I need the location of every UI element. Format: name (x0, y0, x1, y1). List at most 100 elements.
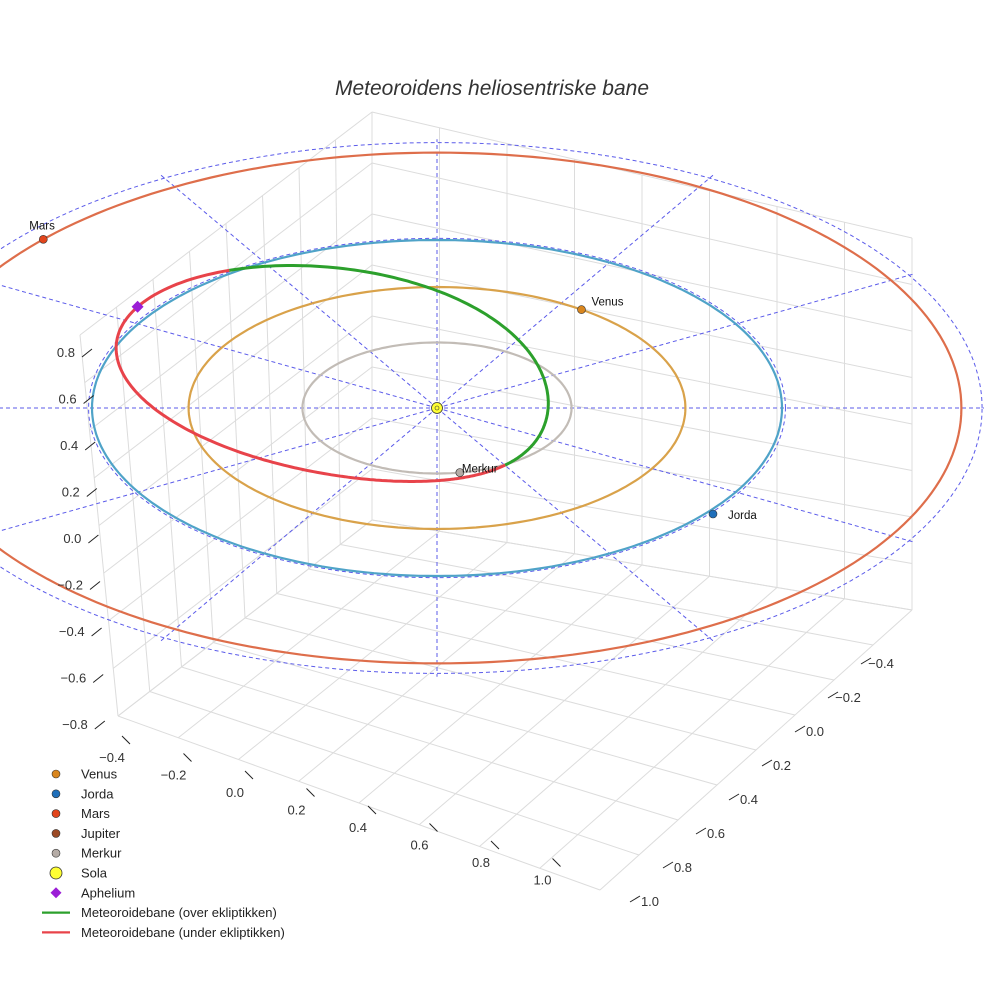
legend-circle-swatch (51, 769, 61, 779)
wall-grid-line (371, 315, 913, 425)
mars-marker (39, 235, 48, 244)
legend-label: Merkur (81, 846, 122, 861)
z-tick-label: −0.2 (57, 578, 83, 593)
venus-marker (577, 305, 586, 314)
x-tick-mark (121, 735, 131, 745)
wall-grid-line (262, 195, 278, 594)
y-tick-label: 0.0 (806, 724, 824, 739)
legend-label: Meteoroidebane (under ekliptikken) (81, 925, 285, 940)
venus-label: Venus (591, 297, 623, 309)
floor-grid-line (340, 544, 874, 646)
legend-label: Aphelium (81, 885, 135, 900)
z-tick-label: −0.6 (61, 671, 87, 686)
chart-title: Meteoroidens heliosentriske bane (335, 77, 649, 100)
x-tick-mark (367, 805, 377, 815)
y-tick-label: 0.4 (740, 792, 758, 807)
wall-grid-line (371, 264, 913, 378)
jorda-label: Jorda (728, 510, 757, 522)
orbit-jorda (90, 238, 784, 578)
x-tick-label: 0.2 (287, 803, 305, 818)
guide-ray (0, 284, 438, 409)
z-tick-mark (81, 348, 93, 358)
wall-grid-line (335, 139, 341, 545)
guide-ray (436, 273, 916, 409)
wall-grid-line (298, 167, 309, 570)
mars-label: Mars (29, 220, 55, 232)
z-tick-mark (88, 534, 99, 544)
y-tick-label: −0.4 (868, 656, 894, 671)
floor-grid-line (358, 564, 643, 804)
x-tick-label: 1.0 (533, 873, 551, 888)
legend-diamond-swatch (50, 887, 62, 899)
legend: Venus Jorda Mars Jupiter Merkur Sola Aphelium M… (42, 767, 285, 940)
z-tick-label: 0.4 (60, 438, 78, 453)
x-tick-mark (244, 770, 254, 780)
y-tick-label: 0.6 (707, 826, 725, 841)
legend-label: Jorda (81, 786, 114, 801)
z-tick-label: 0.0 (63, 531, 81, 546)
z-tick-label: 0.6 (59, 392, 77, 407)
guide-ray (436, 407, 916, 543)
z-tick-mark (84, 441, 96, 451)
jorda-marker (708, 509, 718, 519)
floor-grid-line (539, 598, 845, 869)
guide-ray (160, 174, 438, 409)
y-tick-mark (761, 759, 773, 767)
wall-grid-line (371, 162, 913, 285)
wall-grid-line (93, 264, 373, 479)
wall-grid-line (79, 111, 373, 336)
y-tick-label: 1.0 (641, 894, 659, 909)
wall-grid-line (84, 162, 373, 384)
orbit-mars (0, 151, 963, 665)
x-tick-mark (183, 753, 192, 762)
z-tick-mark (83, 395, 94, 404)
x-tick-label: −0.4 (99, 750, 125, 765)
z-tick-mark (86, 488, 98, 497)
y-tick-mark (728, 793, 740, 801)
wall-grid-line (371, 111, 913, 239)
meteoroid-orbit-above (228, 264, 550, 467)
axis-ticks: −0.8 −0.6 −0.4 −0.2 0.0 0.2 0.4 0.6 0.8 −0.4 −0.2 0… (57, 345, 894, 909)
z-tick-label: −0.4 (59, 624, 85, 639)
z-tick-label: −0.8 (62, 717, 88, 732)
z-tick-mark (89, 581, 101, 590)
z-tick-mark (91, 627, 102, 637)
x-tick-label: −0.2 (161, 768, 187, 783)
x-tick-mark (490, 840, 500, 850)
y-tick-label: 0.2 (773, 758, 791, 773)
floor-grid-line (418, 575, 710, 826)
y-tick-mark (794, 725, 806, 733)
y-tick-label: −0.2 (835, 690, 861, 705)
z-tick-mark (92, 674, 104, 683)
y-tick-label: 0.8 (674, 860, 692, 875)
y-tick-mark (662, 861, 674, 869)
y-tick-mark (827, 691, 839, 699)
legend-circle-swatch (51, 848, 61, 858)
axis-grid (79, 111, 913, 891)
guide-ray (0, 407, 438, 532)
y-tick-mark (695, 827, 707, 835)
x-tick-label: 0.8 (472, 855, 490, 870)
legend-label: Jupiter (81, 826, 121, 841)
floor-grid-line (479, 587, 778, 847)
legend-circle-swatch (51, 829, 61, 838)
floor-grid-line (308, 568, 835, 681)
merkur-label: Merkur (462, 464, 498, 476)
legend-circle-swatch (51, 809, 61, 818)
x-tick-mark (429, 823, 438, 832)
legend-label: Sola (81, 866, 108, 881)
y-tick-mark (629, 895, 641, 903)
legend-label: Meteoroidebane (over ekliptikken) (81, 905, 277, 920)
z-tick-label: 0.8 (57, 345, 75, 360)
meteoroid-orbit (114, 264, 550, 483)
dashed-guides (0, 139, 984, 677)
sun-marker-core (434, 405, 440, 411)
x-tick-label: 0.6 (410, 838, 428, 853)
guide-circle (0, 142, 983, 674)
x-tick-label: 0.4 (349, 820, 367, 835)
sun-marker (431, 402, 443, 414)
legend-label: Mars (81, 806, 110, 821)
merkur-marker (455, 468, 465, 477)
meteoroid-orbit-below (114, 268, 506, 483)
